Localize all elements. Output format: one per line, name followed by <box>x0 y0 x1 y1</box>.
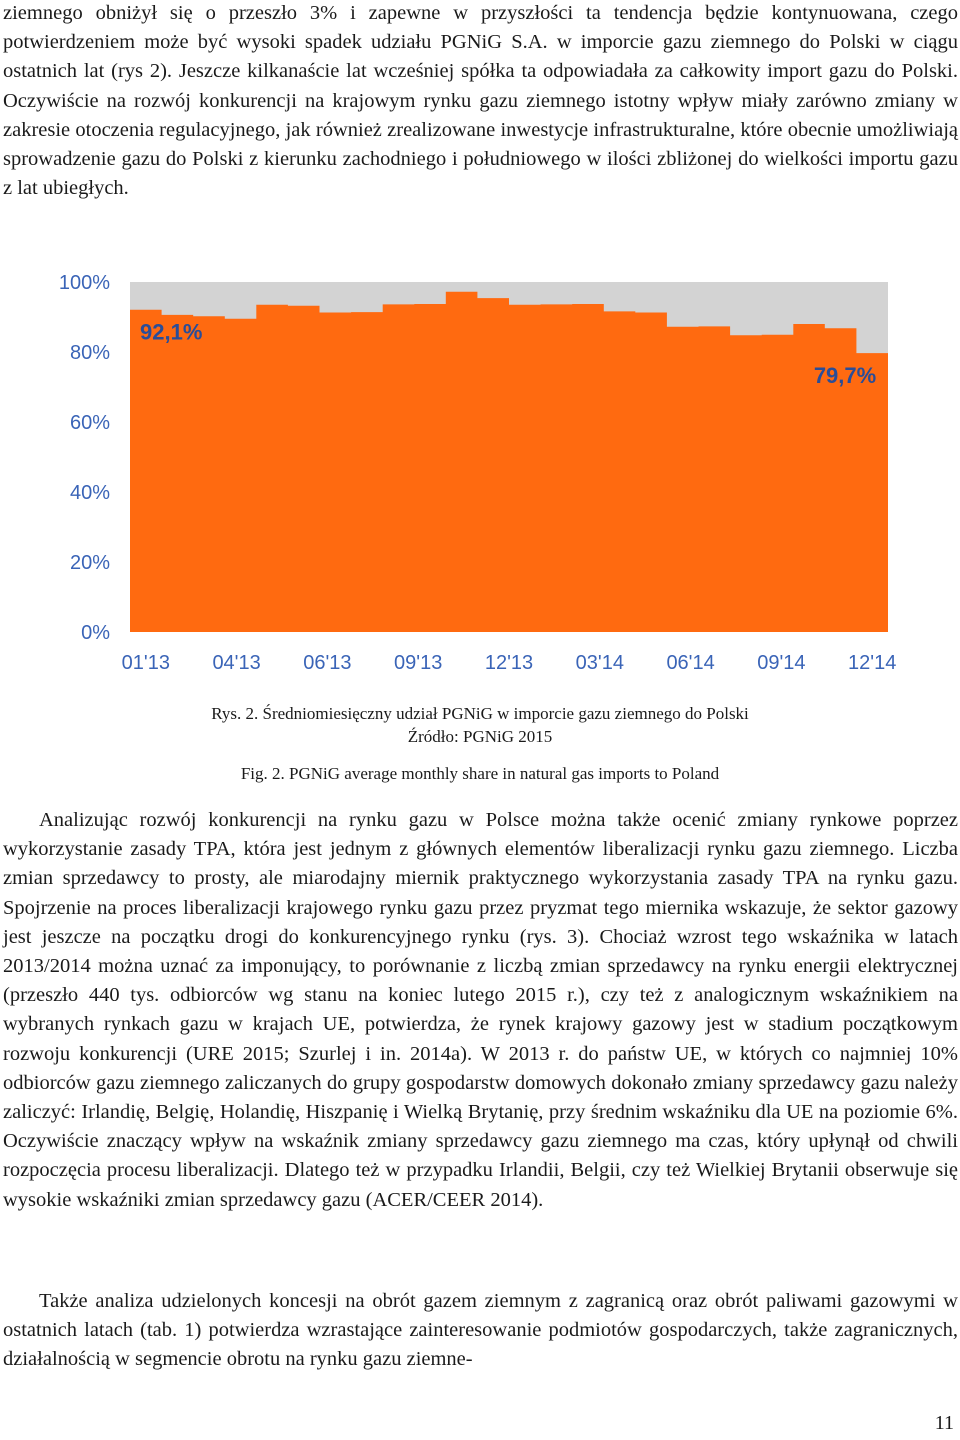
import-share-area <box>130 291 888 632</box>
x-tick-label: 09'13 <box>394 652 442 674</box>
y-tick-label: 60% <box>70 412 110 434</box>
x-tick-label: 12'13 <box>485 652 533 674</box>
x-tick-label: 06'14 <box>666 652 714 674</box>
y-tick-label: 40% <box>70 482 110 504</box>
figure-source: Źródło: PGNiG 2015 <box>407 727 553 746</box>
y-tick-label: 0% <box>81 622 110 644</box>
y-tick-label: 100% <box>59 272 110 294</box>
data-label: 79,7% <box>814 363 876 388</box>
y-tick-label: 20% <box>70 552 110 574</box>
figure-caption-en: Fig. 2. PGNiG average monthly share in n… <box>240 764 720 783</box>
page-number: 11 <box>934 1412 954 1434</box>
x-axis-ticks: 01'13 04'13 06'13 09'13 12'13 03'14 06'14 09'14… <box>122 652 897 674</box>
x-tick-label: 04'13 <box>212 652 260 674</box>
data-label: 92,1% <box>140 320 202 345</box>
x-tick-label: 06'13 <box>303 652 351 674</box>
x-tick-label: 01'13 <box>122 652 170 674</box>
y-axis-ticks: 0% 20% 40% 60% 80% 100% <box>59 272 110 644</box>
pgnig-import-share-chart: 0% 20% 40% 60% 80% 100% 01'13 04'13 06'13 09'13 1… <box>59 272 897 674</box>
x-tick-label: 09'14 <box>757 652 805 674</box>
intro-paragraph: ziemnego obniżył się o przeszło 3% i zap… <box>3 2 958 200</box>
analysis-paragraph: Analizując rozwój konkurencji na rynku g… <box>3 809 958 1211</box>
y-tick-label: 80% <box>70 342 110 364</box>
figure-caption-pl: Rys. 2. Średniomiesięczny udział PGNiG w… <box>211 704 749 723</box>
value-annotations: 92,1% 79,7% <box>140 320 876 388</box>
x-tick-label: 12'14 <box>848 652 896 674</box>
x-tick-label: 03'14 <box>576 652 624 674</box>
concessions-paragraph: Także analiza udzielonych koncesji na ob… <box>3 1290 958 1371</box>
